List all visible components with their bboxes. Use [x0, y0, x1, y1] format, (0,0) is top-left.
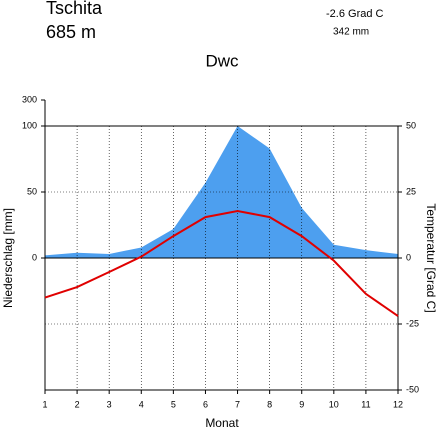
x-tick-label: 2: [75, 399, 80, 409]
x-tick-label: 1: [42, 399, 47, 409]
mean-temp: -2.6 Grad C: [326, 8, 384, 20]
annual-precip: 342 mm: [333, 27, 369, 38]
x-tick-label: 10: [329, 399, 339, 409]
y-tick-label: 50: [27, 186, 37, 196]
y2-tick-label: -25: [406, 318, 419, 328]
x-tick-label: 7: [235, 399, 240, 409]
y2-tick-label: 0: [406, 252, 411, 262]
x-tick-label: 4: [139, 399, 144, 409]
x-tick-label: 12: [393, 399, 403, 409]
x-tick-label: 11: [361, 399, 370, 409]
y2-tick-label: 50: [406, 120, 416, 130]
y2-axis-label: Temperatur [Grad C]: [424, 203, 438, 312]
precip-area: [45, 126, 398, 258]
y-axis-label: Niederschlag [mm]: [1, 208, 15, 308]
temp-line: [44, 209, 399, 317]
x-tick-label: 8: [267, 399, 272, 409]
elevation: 685 m: [46, 22, 96, 42]
chart-title: Dwc: [205, 51, 239, 70]
x-tick-label: 3: [107, 399, 112, 409]
x-tick-label: 9: [299, 399, 304, 409]
y2-tick-label: -50: [406, 384, 419, 394]
y2-tick-label: 25: [406, 186, 416, 196]
y-tick-label: 300: [22, 94, 37, 104]
station: Tschita: [46, 0, 103, 18]
y-tick-label: 0: [32, 252, 37, 262]
x-tick-label: 5: [171, 399, 176, 409]
x-tick-label: 6: [203, 399, 208, 409]
y-tick-label: 100: [22, 120, 37, 130]
x-axis-label: Monat: [205, 416, 239, 430]
